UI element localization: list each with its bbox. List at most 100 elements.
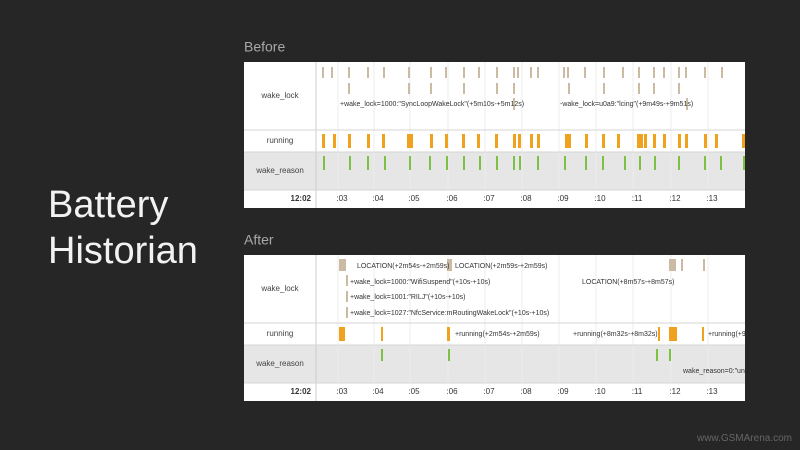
time-label: :05 xyxy=(408,387,420,396)
event-bar xyxy=(669,327,677,341)
event-bar xyxy=(323,156,325,170)
event-bar xyxy=(686,98,688,110)
event-bar xyxy=(638,67,640,78)
panel-heading: Before xyxy=(244,39,285,55)
event-bar xyxy=(447,327,450,341)
time-label: :06 xyxy=(446,387,458,396)
event-bar xyxy=(348,134,351,148)
event-bar xyxy=(383,67,385,78)
time-label: :10 xyxy=(594,387,606,396)
row-label: wake_reason xyxy=(255,166,304,175)
event-bar xyxy=(585,134,588,148)
watermark: www.GSMArena.com xyxy=(696,433,792,444)
event-bar xyxy=(477,134,480,148)
event-bar xyxy=(624,156,626,170)
event-bar xyxy=(463,83,465,94)
event-bar xyxy=(653,67,655,78)
event-annotation: LOCATION(+2m59s-+2m59s) xyxy=(455,263,547,270)
event-bar xyxy=(685,134,688,148)
time-label: :10 xyxy=(594,194,606,203)
event-bar xyxy=(381,349,383,361)
event-bar xyxy=(495,134,498,148)
event-bar xyxy=(685,67,687,78)
event-annotation: +running(+9m xyxy=(708,331,752,338)
time-label: :12 xyxy=(669,387,681,396)
event-bar xyxy=(715,134,718,148)
event-bar xyxy=(602,156,604,170)
event-annotation: +wake_lock=1000:"SyncLoopWakeLock"(+5m10… xyxy=(340,101,524,108)
event-bar xyxy=(410,134,413,148)
time-label: :11 xyxy=(632,194,643,203)
event-bar xyxy=(513,98,515,110)
event-bar xyxy=(367,67,369,78)
event-bar xyxy=(702,327,704,341)
event-bar xyxy=(637,134,640,148)
event-bar xyxy=(331,67,333,78)
event-bar xyxy=(446,156,448,170)
event-bar xyxy=(681,259,683,271)
event-bar xyxy=(720,156,722,170)
event-bar xyxy=(348,67,350,78)
event-bar xyxy=(703,259,705,271)
event-bar xyxy=(348,83,350,94)
event-bar xyxy=(518,134,521,148)
event-bar xyxy=(513,156,515,170)
event-bar xyxy=(346,291,348,302)
event-annotation: +wake_lock=1027:"NfcService:mRoutingWake… xyxy=(350,310,549,317)
time-label: :12 xyxy=(669,194,681,203)
time-label: :07 xyxy=(483,194,495,203)
event-annotation: +running(+2m54s-+2m59s) xyxy=(455,331,540,338)
event-bar xyxy=(653,134,656,148)
time-label: :04 xyxy=(372,194,384,203)
event-bar xyxy=(639,156,641,170)
event-annotation: LOCATION(+8m57s-+8m57s) xyxy=(582,279,674,286)
event-bar xyxy=(462,134,465,148)
event-bar xyxy=(478,67,480,78)
event-bar xyxy=(669,259,676,271)
event-bar xyxy=(743,156,745,170)
event-bar xyxy=(430,67,432,78)
event-bar xyxy=(653,83,655,94)
event-annotation: +running(+8m32s-+8m32s) xyxy=(573,331,658,338)
event-bar xyxy=(322,67,324,78)
time-label: :07 xyxy=(483,387,495,396)
event-bar xyxy=(463,156,465,170)
time-label: :03 xyxy=(336,194,348,203)
event-bar xyxy=(565,134,568,148)
event-bar xyxy=(445,134,448,148)
time-label: :04 xyxy=(372,387,384,396)
event-bar xyxy=(339,259,346,271)
time-label: :09 xyxy=(557,387,569,396)
event-bar xyxy=(603,83,605,94)
event-bar xyxy=(584,67,586,78)
event-bar xyxy=(678,156,680,170)
event-bar xyxy=(430,83,432,94)
event-bar xyxy=(603,67,605,78)
event-bar xyxy=(669,349,671,361)
event-bar xyxy=(384,156,386,170)
event-bar xyxy=(656,349,658,361)
event-bar xyxy=(429,156,431,170)
event-bar xyxy=(678,134,681,148)
row-label: wake_lock xyxy=(260,91,299,100)
event-bar xyxy=(530,134,533,148)
event-bar xyxy=(333,134,336,148)
event-bar xyxy=(563,67,565,78)
time-label: :03 xyxy=(336,387,348,396)
event-bar xyxy=(367,134,370,148)
event-bar xyxy=(537,67,539,78)
event-bar xyxy=(678,83,680,94)
event-bar xyxy=(678,67,680,78)
event-bar xyxy=(742,134,745,148)
event-bar xyxy=(537,134,540,148)
time-label: :11 xyxy=(632,387,643,396)
time-label: :06 xyxy=(446,194,458,203)
event-bar xyxy=(322,134,325,148)
event-bar xyxy=(617,134,620,148)
event-bar xyxy=(447,259,452,271)
event-bar xyxy=(654,156,656,170)
event-bar xyxy=(567,67,569,78)
